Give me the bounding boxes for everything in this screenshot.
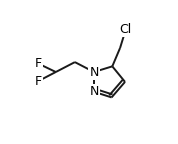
Text: N: N <box>89 66 99 78</box>
Text: F: F <box>35 75 42 88</box>
Text: Cl: Cl <box>120 23 132 36</box>
Text: F: F <box>35 57 42 70</box>
Text: N: N <box>89 85 99 98</box>
